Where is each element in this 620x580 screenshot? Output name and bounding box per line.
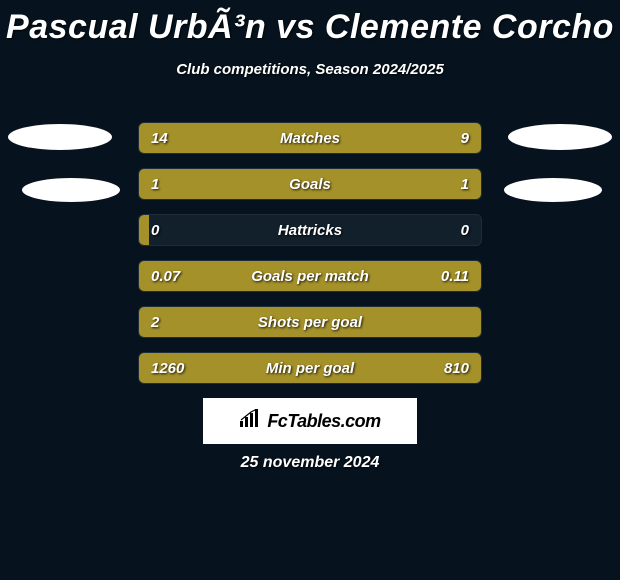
stat-label: Matches [139, 123, 481, 153]
stat-row: 2Shots per goal [138, 306, 482, 338]
avatar-right-top [508, 124, 612, 150]
stat-label: Goals [139, 169, 481, 199]
stat-value-right: 0.11 [441, 261, 469, 291]
brand-text: FcTables.com [267, 411, 380, 432]
avatar-right-bottom [504, 178, 602, 202]
avatar-left-top [8, 124, 112, 150]
brand-chart-icon [239, 409, 261, 434]
page-subtitle: Club competitions, Season 2024/2025 [0, 61, 620, 78]
stat-label: Goals per match [139, 261, 481, 291]
avatar-left-bottom [22, 178, 120, 202]
stat-row: 1Goals1 [138, 168, 482, 200]
stat-label: Shots per goal [139, 307, 481, 337]
brand-badge: FcTables.com [203, 398, 417, 444]
stat-label: Min per goal [139, 353, 481, 383]
stats-container: 14Matches9 1Goals1 0Hattricks0 0.07Goals pe… [138, 122, 482, 398]
stat-row: 1260Min per goal810 [138, 352, 482, 384]
stat-value-right: 0 [461, 215, 469, 245]
stat-row: 14Matches9 [138, 122, 482, 154]
stat-label: Hattricks [139, 215, 481, 245]
date-label: 25 november 2024 [0, 454, 620, 472]
stat-value-right: 1 [461, 169, 469, 199]
page-title: Pascual UrbÃ³n vs Clemente Corcho [0, 0, 620, 47]
stat-row: 0.07Goals per match0.11 [138, 260, 482, 292]
stat-row: 0Hattricks0 [138, 214, 482, 246]
stat-value-right: 810 [444, 353, 469, 383]
stat-value-right: 9 [461, 123, 469, 153]
